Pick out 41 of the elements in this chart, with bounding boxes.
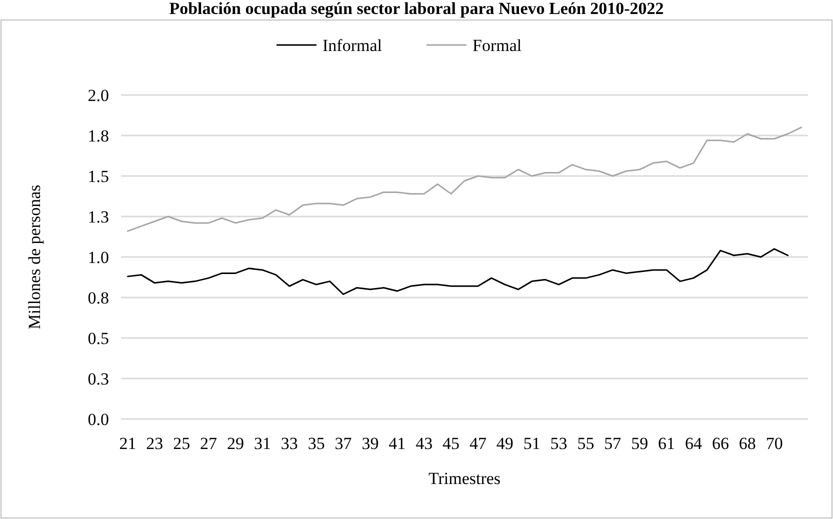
x-tick-label: 33 xyxy=(280,434,298,453)
x-tick-label: 29 xyxy=(227,434,244,453)
legend-label: Informal xyxy=(322,36,382,55)
x-tick-label: 21 xyxy=(119,434,136,453)
x-tick-label: 57 xyxy=(604,434,622,453)
y-axis-title: Millones de personas xyxy=(25,184,44,330)
x-tick-label: 49 xyxy=(496,434,514,453)
x-tick-label: 59 xyxy=(631,434,648,453)
x-tick-label: 61 xyxy=(658,434,676,453)
x-tick-label: 39 xyxy=(362,434,379,453)
y-tick-label: 0.5 xyxy=(88,328,109,348)
x-tick-label: 64 xyxy=(685,434,702,453)
x-tick-label: 55 xyxy=(577,434,594,453)
x-tick-label: 68 xyxy=(738,434,756,453)
x-tick-label: 45 xyxy=(442,434,460,453)
x-tick-label: 35 xyxy=(308,434,325,453)
line-series xyxy=(126,126,802,232)
x-tick-label: 41 xyxy=(388,434,406,453)
x-tick-label: 70 xyxy=(766,434,783,453)
x-tick-label: 47 xyxy=(469,434,487,453)
y-tick-label: 1.0 xyxy=(88,248,109,267)
x-tick-label: 66 xyxy=(712,434,729,453)
x-tick-label: 25 xyxy=(173,434,190,453)
x-tick-label: 51 xyxy=(523,434,540,453)
line-series xyxy=(126,248,789,296)
y-tick-label: 1.3 xyxy=(88,207,109,226)
chart-title: Población ocupada según sector laboral para Nuevo León 2010-2022 xyxy=(169,0,664,18)
x-tick-label: 31 xyxy=(254,434,271,453)
x-tick-label: 53 xyxy=(550,434,568,453)
x-tick-label: 23 xyxy=(146,434,164,453)
x-tick-label: 27 xyxy=(200,434,218,453)
y-tick-label: 0.0 xyxy=(88,410,109,429)
legend-label: Formal xyxy=(472,36,522,55)
y-tick-label: 1.8 xyxy=(88,126,109,146)
y-tick-label: 2.0 xyxy=(88,86,109,105)
y-tick-label: 1.5 xyxy=(88,166,109,186)
x-axis-title: Trimestres xyxy=(428,469,501,488)
x-tick-label: 43 xyxy=(416,434,433,453)
x-tick-label: 37 xyxy=(334,434,352,453)
y-tick-label: 0.8 xyxy=(88,288,109,308)
y-tick-label: 0.3 xyxy=(88,369,109,388)
